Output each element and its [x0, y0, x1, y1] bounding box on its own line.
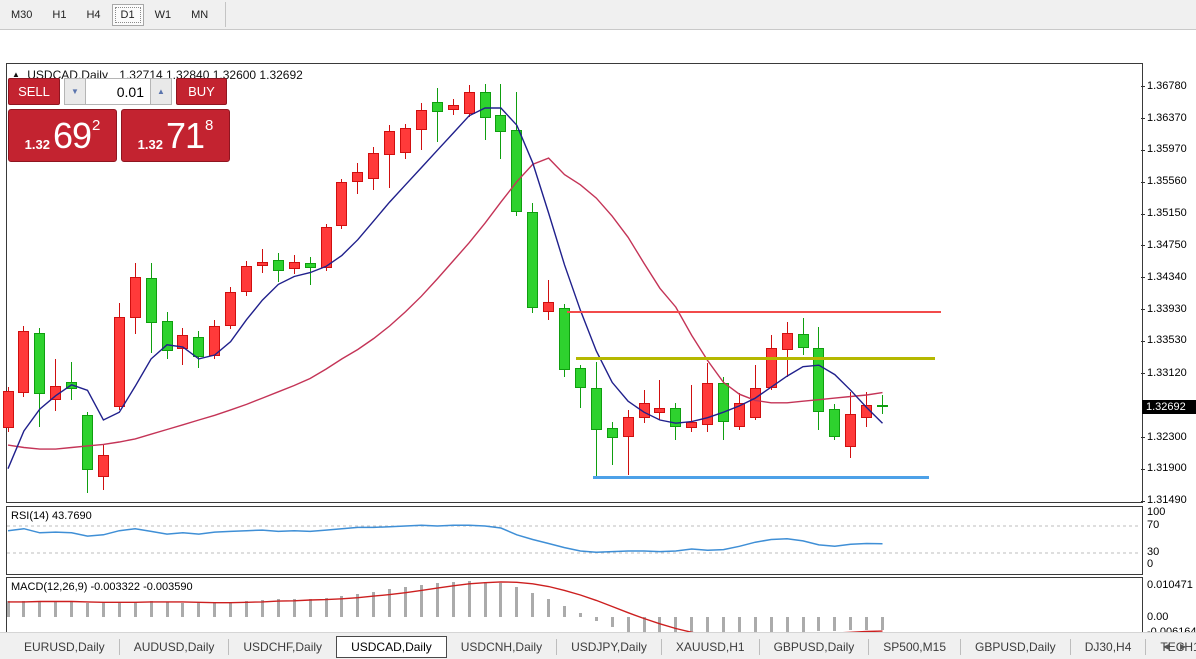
volume-increase-button[interactable]: ▲	[150, 78, 172, 105]
chart-tab-usdcnh-daily[interactable]: USDCNH,Daily	[460, 640, 543, 654]
tabs-scroll-left-icon[interactable]: ◀	[1163, 642, 1170, 651]
chart-window: ▲ USDCAD,Daily 1.32714 1.32840 1.32600 1…	[0, 30, 1196, 657]
tab-separator	[118, 639, 120, 655]
price-axis-label: 1.31900	[1147, 462, 1187, 475]
timeframe-tab-mn[interactable]: MN	[191, 8, 209, 21]
tab-separator	[1145, 639, 1147, 655]
sell-price-big: 69	[52, 114, 92, 156]
sell-price-prefix: 1.32	[24, 137, 50, 152]
buy-price-panel[interactable]: 1.32 71 8	[121, 109, 230, 162]
chart-tab-usdchf-daily[interactable]: USDCHF,Daily	[243, 640, 323, 654]
tab-separator	[1069, 639, 1071, 655]
price-axis-label: 1.33120	[1147, 366, 1187, 379]
toolbar-separator	[225, 2, 227, 27]
price-axis-label: 1.36780	[1147, 79, 1187, 92]
price-axis-tick	[1141, 213, 1145, 215]
timeframe-tab-m30[interactable]: M30	[11, 8, 33, 21]
price-axis-label: 1.31490	[1147, 494, 1187, 507]
chart-tab-gbpusd-daily[interactable]: GBPUSD,Daily	[975, 640, 1056, 654]
price-axis-label: 1.34340	[1147, 270, 1187, 283]
horizontal-line-1.339[interactable]	[567, 310, 941, 313]
buy-price-prefix: 1.32	[137, 137, 163, 152]
chart-tab-sp500-m15[interactable]: SP500,M15	[883, 640, 946, 654]
tab-separator	[660, 639, 662, 655]
buy-price-big: 71	[165, 114, 205, 156]
rsi-label: RSI(14) 43.7690	[11, 510, 92, 522]
price-axis-tick	[1141, 245, 1145, 247]
sell-price-panel[interactable]: 1.32 69 2	[8, 109, 117, 162]
chart-tab-xauusd-h1[interactable]: XAUUSD,H1	[675, 640, 745, 654]
price-axis-tick	[1141, 309, 1145, 311]
price-axis-label: 1.35560	[1147, 175, 1187, 188]
volume-input[interactable]	[86, 78, 150, 105]
chart-tabs: EURUSD,Daily AUDUSD,Daily USDCHF,Daily USDC…	[10, 636, 1196, 658]
horizontal-line-1.333[interactable]	[576, 357, 935, 361]
tabs-scroll-right-icon[interactable]: ▶	[1180, 642, 1187, 651]
price-axis-label: 1.35970	[1147, 143, 1187, 156]
price-axis-label: 1.33930	[1147, 302, 1187, 315]
hlines-layer	[0, 30, 1196, 659]
chart-tab-gbpusd-daily[interactable]: GBPUSD,Daily	[773, 640, 855, 654]
price-axis-label: 1.32300	[1147, 430, 1187, 443]
indicator-axis-label: 0.010471	[1147, 578, 1193, 591]
price-axis-tick	[1141, 149, 1145, 151]
price-axis-label: 1.34750	[1147, 238, 1187, 251]
price-axis-tick	[1141, 373, 1145, 374]
indicator-axis-label: 0.00	[1147, 610, 1169, 623]
current-price-badge: 1.32692	[1142, 399, 1196, 414]
indicator-axis-label: 30	[1147, 545, 1160, 558]
chart-tab-usdjpy-daily[interactable]: USDJPY,Daily	[571, 640, 647, 654]
indicator-axis-label: 0	[1147, 557, 1154, 570]
chart-tab-eurusd-daily[interactable]: EURUSD,Daily	[24, 640, 105, 654]
price-axis-label: 1.36370	[1147, 111, 1187, 124]
buy-button[interactable]: BUY	[176, 78, 227, 105]
price-axis-label: 1.35150	[1147, 207, 1187, 220]
sell-button[interactable]: SELL	[8, 78, 60, 105]
volume-decrease-button[interactable]: ▼	[64, 78, 86, 105]
chart-tab-usdcad-daily[interactable]: USDCAD,Daily	[336, 636, 447, 658]
price-axis-tick	[1141, 277, 1145, 279]
price-axis-tick	[1141, 118, 1145, 120]
tab-separator	[758, 639, 760, 655]
buy-price-pip: 8	[205, 117, 214, 134]
tab-separator	[960, 639, 961, 655]
chart-tab-dj30-h4[interactable]: DJ30,H4	[1084, 640, 1132, 654]
tab-separator	[556, 639, 558, 655]
price-axis-tick	[1141, 181, 1145, 183]
chart-tab-tech100-h1[interactable]: TECH100,H1	[1160, 640, 1196, 654]
collapse-triangle-icon[interactable]: ▲	[12, 70, 20, 79]
timeframe-tab-h1[interactable]: H1	[52, 8, 67, 21]
price-axis-tick	[1141, 340, 1145, 342]
timeframe-toolbar: M30 H1 H4 D1 W1 MN	[0, 0, 1196, 30]
tab-separator	[868, 639, 870, 655]
one-click-trade-widget: SELL ▼ ▲ BUY 1.32 69 2 1.32 71 8	[8, 78, 230, 162]
price-axis-tick	[1141, 86, 1145, 87]
timeframe-tab-d1[interactable]: D1	[111, 3, 144, 26]
price-axis-tick	[1141, 468, 1145, 470]
sell-price-pip: 2	[92, 117, 101, 134]
indicator-axis-label: 100	[1147, 505, 1166, 518]
price-axis-tick	[1141, 500, 1145, 502]
horizontal-line-1.3179[interactable]	[593, 475, 929, 479]
timeframe-tab-h4[interactable]: H4	[86, 8, 101, 21]
chart-tab-bar: EURUSD,Daily AUDUSD,Daily USDCHF,Daily USDC…	[0, 632, 1196, 659]
timeframe-tabs: M30 H1 H4 D1 W1 MN	[0, 3, 217, 26]
price-axis-tick	[1141, 437, 1145, 439]
tab-separator	[228, 639, 230, 655]
timeframe-tab-w1[interactable]: W1	[154, 8, 172, 21]
chart-tab-audusd-daily[interactable]: AUDUSD,Daily	[133, 640, 215, 654]
indicator-axis-label: 70	[1147, 518, 1160, 531]
price-axis-label: 1.33530	[1147, 334, 1187, 347]
